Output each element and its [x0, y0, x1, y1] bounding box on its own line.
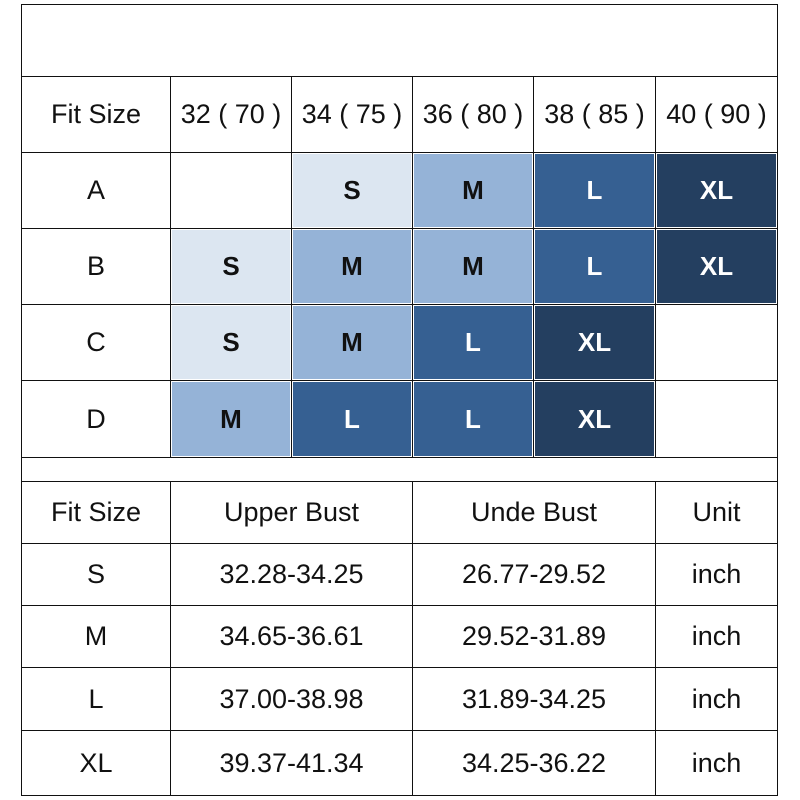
size-value: M [293, 306, 411, 379]
size-cell: L [533, 152, 656, 229]
size-cell: M [291, 304, 413, 381]
measurement-cell: 37.00-38.98 [170, 667, 413, 731]
measurement-header: Unit [655, 481, 778, 544]
size-value: L [293, 382, 411, 456]
band-size-header: 40 ( 90 ) [655, 76, 778, 153]
measurement-cell: 31.89-34.25 [412, 667, 656, 731]
measurement-cell: 34.25-36.22 [412, 730, 656, 796]
measurement-cell: inch [655, 605, 778, 668]
size-cell: XL [655, 152, 778, 229]
size-cell: L [412, 380, 534, 458]
size-cell: XL [655, 228, 778, 305]
size-value: L [414, 382, 532, 456]
size-cell: L [412, 304, 534, 381]
band-size-header: 36 ( 80 ) [412, 76, 534, 153]
measurement-cell: inch [655, 667, 778, 731]
size-cell: L [291, 380, 413, 458]
size-value: L [535, 230, 654, 303]
measurement-cell: S [21, 543, 171, 606]
size-cell: L [533, 228, 656, 305]
size-value: M [172, 382, 290, 456]
size-cell: S [291, 152, 413, 229]
band-size-header: 32 ( 70 ) [170, 76, 292, 153]
cup-label: D [21, 380, 171, 458]
matrix-corner-header: Fit Size [21, 76, 171, 153]
band-size-header: 34 ( 75 ) [291, 76, 413, 153]
size-cell: M [170, 380, 292, 458]
measurement-header: Unde Bust [412, 481, 656, 544]
size-value: XL [657, 154, 776, 227]
measurement-cell: 34.65-36.61 [170, 605, 413, 668]
size-cell: S [170, 304, 292, 381]
size-cell: M [291, 228, 413, 305]
size-cell [170, 152, 292, 229]
measurement-cell: 32.28-34.25 [170, 543, 413, 606]
measurement-cell: M [21, 605, 171, 668]
size-cell [655, 304, 778, 381]
cup-label: B [21, 228, 171, 305]
size-value: M [414, 154, 532, 227]
size-cell: M [412, 152, 534, 229]
blank-title-row [21, 4, 778, 77]
size-value: XL [535, 382, 654, 456]
cup-label: C [21, 304, 171, 381]
measurement-cell: inch [655, 543, 778, 606]
measurement-cell: inch [655, 730, 778, 796]
size-value: M [414, 230, 532, 303]
size-cell: M [412, 228, 534, 305]
measurement-cell: 29.52-31.89 [412, 605, 656, 668]
size-cell [655, 380, 778, 458]
band-size-header: 38 ( 85 ) [533, 76, 656, 153]
size-value: XL [535, 306, 654, 379]
size-cell: XL [533, 304, 656, 381]
measurement-header: Fit Size [21, 481, 171, 544]
size-value: S [172, 306, 290, 379]
size-cell: XL [533, 380, 656, 458]
measurement-cell: L [21, 667, 171, 731]
size-cell: S [170, 228, 292, 305]
size-value: M [293, 230, 411, 303]
measurement-header: Upper Bust [170, 481, 413, 544]
measurement-cell: 26.77-29.52 [412, 543, 656, 606]
size-value: L [414, 306, 532, 379]
size-value: L [535, 154, 654, 227]
measurement-cell: XL [21, 730, 171, 796]
size-value: S [172, 230, 290, 303]
measurement-cell: 39.37-41.34 [170, 730, 413, 796]
spacer-row [21, 457, 778, 482]
size-value: S [293, 154, 411, 227]
size-value: XL [657, 230, 776, 303]
cup-label: A [21, 152, 171, 229]
